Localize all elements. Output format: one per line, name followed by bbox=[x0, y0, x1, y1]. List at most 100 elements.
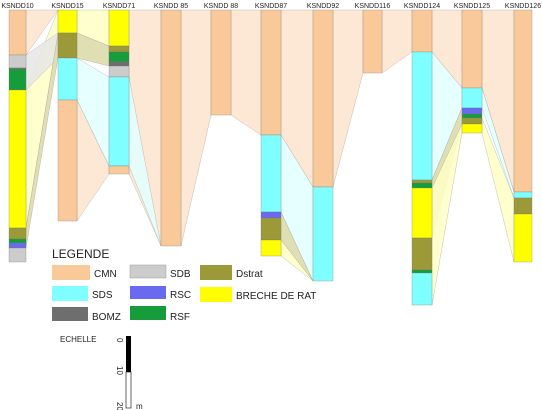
legend-title: LEGENDE bbox=[52, 247, 109, 261]
interval-dstrat bbox=[513, 197, 533, 215]
scale-tick-0: 0 bbox=[115, 338, 124, 343]
interval-rsc bbox=[260, 211, 282, 219]
interval-sds bbox=[461, 87, 483, 109]
interval-dstrat bbox=[411, 179, 433, 184]
interval-breche bbox=[461, 123, 483, 134]
interval-rsc bbox=[461, 107, 483, 115]
interval-bomz bbox=[8, 67, 27, 70]
interval-cmn bbox=[461, 9, 483, 89]
legend-label-rsf: RSF bbox=[170, 312, 190, 323]
scale-tick-10: 10 bbox=[115, 366, 124, 375]
interval-dstrat bbox=[8, 227, 27, 240]
interval-rsf bbox=[411, 269, 433, 274]
interval-cmn bbox=[513, 9, 533, 193]
legend-swatch-breche bbox=[200, 287, 232, 302]
scale-bar-white bbox=[125, 371, 132, 409]
drillhole-column-h6 bbox=[312, 9, 334, 282]
interval-sdb bbox=[8, 54, 27, 69]
drillhole-column-h5 bbox=[260, 9, 282, 257]
legend-label-bomz: BOMZ bbox=[92, 312, 121, 323]
drillhole-label: KSNDD15 bbox=[51, 3, 83, 10]
interval-breche bbox=[411, 187, 433, 239]
legend-label-cmn: CMN bbox=[94, 269, 117, 280]
drillhole-column-h1 bbox=[57, 9, 78, 222]
drillhole-label: KSNDD126 bbox=[505, 3, 541, 10]
interval-sdb bbox=[8, 247, 27, 263]
drillhole-label: KSNDD 85 bbox=[154, 3, 188, 10]
scale-title: ECHELLE bbox=[60, 335, 96, 344]
legend-swatch-rsf bbox=[130, 306, 166, 320]
drillhole-column-h7 bbox=[362, 9, 383, 74]
interval-cmn bbox=[57, 99, 78, 222]
drillhole-column-h0 bbox=[8, 9, 27, 263]
drillhole-column-h9 bbox=[461, 9, 483, 134]
scale-tick-20: 20 bbox=[115, 402, 124, 410]
interval-dstrat bbox=[411, 237, 433, 271]
drillhole-label: KSNDD116 bbox=[355, 3, 391, 10]
band-cmn-7-8 bbox=[381, 9, 413, 74]
interval-rsf bbox=[108, 51, 130, 63]
interval-sds bbox=[411, 51, 433, 181]
interval-breche bbox=[8, 89, 27, 229]
drillhole-column-h8 bbox=[411, 9, 433, 306]
legend-label-sdb: SDB bbox=[170, 269, 191, 280]
interval-cmn bbox=[108, 165, 130, 175]
interval-breche bbox=[260, 239, 282, 257]
interval-sds bbox=[513, 191, 533, 199]
drillhole-label: KSNDD10 bbox=[1, 3, 33, 10]
scale-bar: ECHELLE 0 10 20 m bbox=[60, 335, 143, 410]
interval-rsf bbox=[8, 68, 27, 91]
legend-swatch-sds bbox=[52, 286, 88, 301]
interval-dstrat bbox=[57, 32, 78, 59]
interval-sds bbox=[312, 186, 334, 282]
interval-breche bbox=[108, 9, 130, 47]
legend-swatch-rsc bbox=[130, 286, 166, 299]
interval-bomz bbox=[108, 61, 130, 67]
band-cmn-4-5 bbox=[230, 9, 262, 136]
legend-label-breche: BRECHE DE RAT bbox=[236, 291, 316, 302]
drillhole-label: KSNDD124 bbox=[404, 3, 440, 10]
drillhole-column-h10 bbox=[513, 9, 533, 263]
legend-swatch-sdb bbox=[129, 264, 167, 279]
drillhole-column-h4 bbox=[210, 9, 232, 116]
interval-cmn bbox=[260, 9, 282, 136]
drillhole-label: KSNDD87 bbox=[255, 3, 287, 10]
legend-label-sds: SDS bbox=[92, 290, 113, 301]
drillhole-label: KSNDD71 bbox=[103, 3, 135, 10]
interval-breche bbox=[57, 9, 78, 34]
interval-cmn bbox=[411, 9, 433, 53]
interval-rsc bbox=[8, 242, 27, 249]
drillhole-label: KSNDD125 bbox=[454, 3, 490, 10]
drillhole-label: KSNDD 88 bbox=[204, 3, 238, 10]
drillhole-column-h3 bbox=[160, 9, 182, 247]
interval-sds bbox=[57, 57, 78, 101]
interval-cmn bbox=[8, 9, 27, 56]
correlation-bands bbox=[25, 9, 515, 306]
interval-sds bbox=[411, 272, 433, 306]
interval-cmn bbox=[312, 9, 334, 188]
interval-rsf bbox=[411, 182, 433, 189]
drillhole-labels: KSNDD10 KSNDD15 KSNDD71 KSNDD 85 KSNDD 88 KSN… bbox=[1, 3, 541, 10]
drillhole-columns bbox=[8, 9, 533, 306]
interval-dstrat bbox=[108, 45, 130, 53]
band-cmn-3-4 bbox=[180, 9, 212, 247]
interval-rsf bbox=[8, 238, 27, 244]
interval-sds bbox=[260, 134, 282, 213]
drillhole-label: KSNDD92 bbox=[307, 3, 339, 10]
drillhole-column-h2 bbox=[108, 9, 130, 175]
interval-rsf bbox=[461, 113, 483, 119]
band-cmn-6-7 bbox=[332, 9, 364, 188]
legend-label-dstrat: Dstrat bbox=[236, 269, 263, 280]
interval-cmn bbox=[160, 9, 182, 247]
interval-dstrat bbox=[461, 117, 483, 125]
legend: LEGENDE CMN SDB Dstrat SDS RSC BRECHE DE… bbox=[52, 247, 316, 323]
legend-swatch-bomz bbox=[52, 307, 88, 321]
scale-unit: m bbox=[136, 402, 143, 410]
legend-swatch-cmn bbox=[52, 265, 90, 280]
interval-sds bbox=[108, 76, 130, 167]
interval-cmn bbox=[362, 9, 383, 74]
legend-label-rsc: RSC bbox=[170, 290, 191, 301]
interval-cmn bbox=[210, 9, 232, 116]
